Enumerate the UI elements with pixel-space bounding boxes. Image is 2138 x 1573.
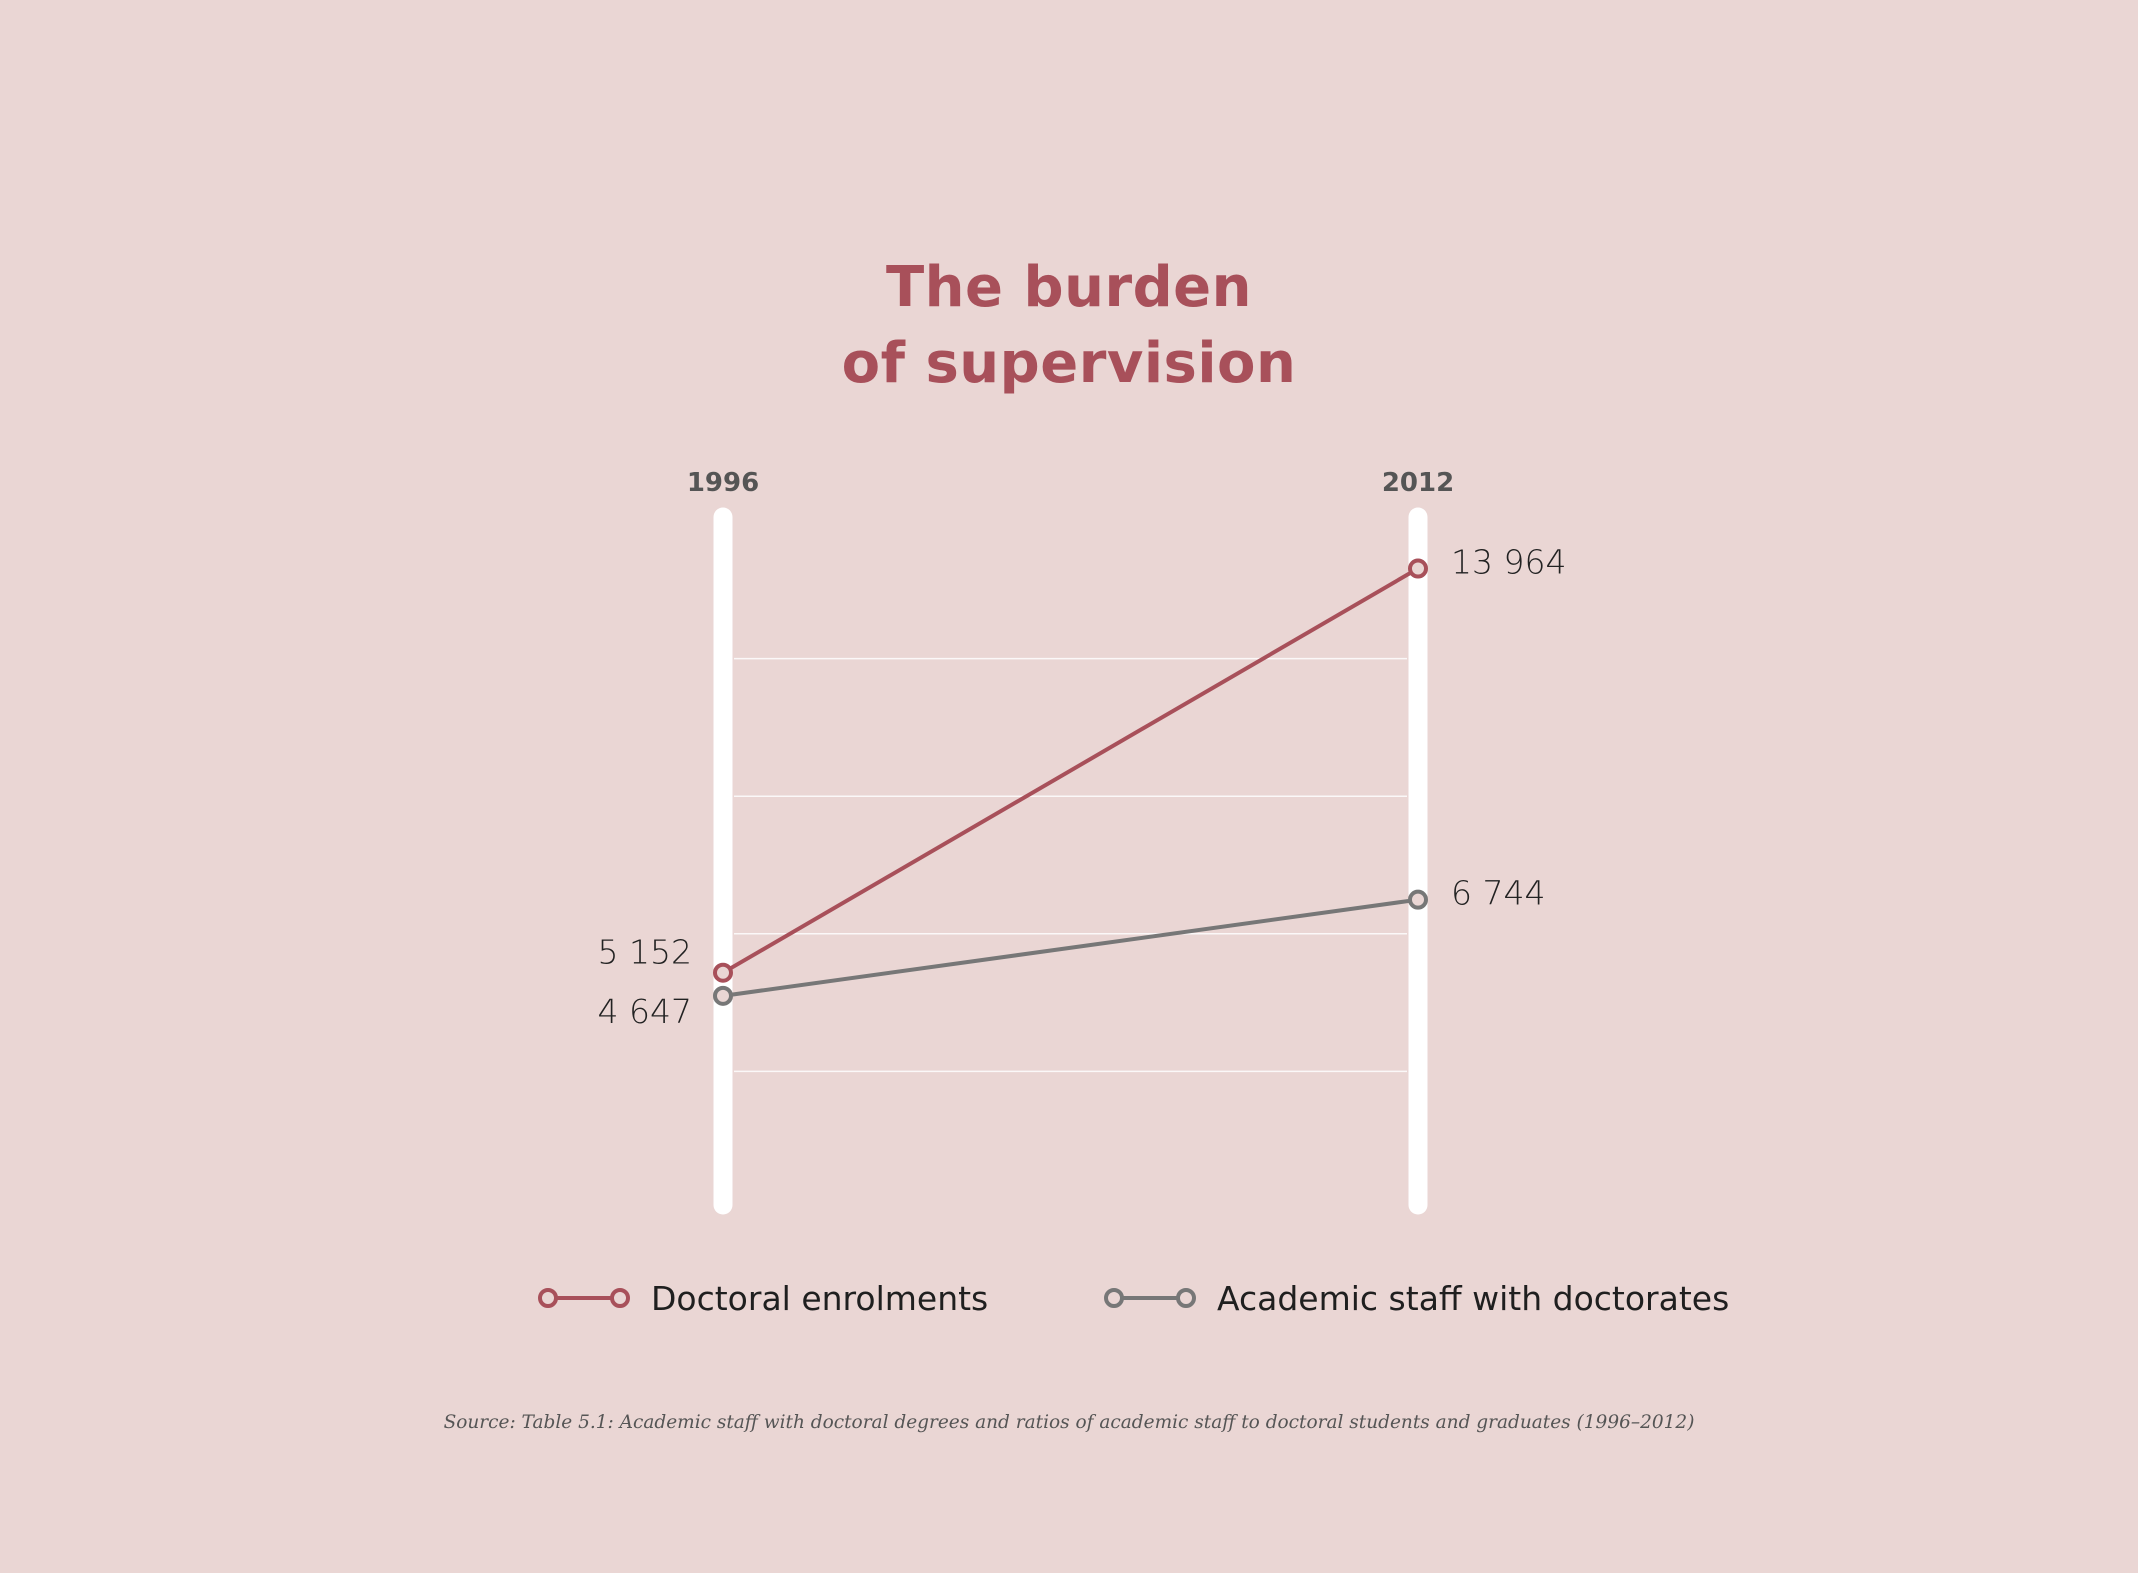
data-label: 5 152 (598, 933, 692, 972)
chart-title: The burden of supervision (0, 250, 2138, 402)
legend: Doctoral enrolments Academic staff with … (0, 1268, 2138, 1328)
legend-line-red-icon (538, 1288, 630, 1308)
data-label: 13 964 (1451, 543, 1566, 582)
legend-item-doctoral-enrolments: Doctoral enrolments (537, 1268, 988, 1328)
data-point (713, 962, 733, 983)
x-tick-label: 1996 (687, 468, 759, 498)
legend-label-doctoral-enrolments: Doctoral enrolments (651, 1278, 989, 1318)
data-point (1408, 558, 1428, 579)
source-note: Source: Table 5.1: Academic staff with d… (443, 1412, 1695, 1433)
data-point (713, 985, 733, 1006)
legend-item-academic-staff: Academic staff with doctorates (1103, 1268, 1729, 1328)
data-label: 6 744 (1451, 874, 1545, 913)
data-point (1408, 889, 1428, 910)
series-line (722, 897, 1419, 998)
chart-title-line-1: The burden (885, 255, 1253, 320)
series-line (721, 566, 1420, 975)
data-label: 4 647 (598, 992, 692, 1031)
legend-line-grey-icon (1104, 1288, 1196, 1308)
legend-label-academic-staff: Academic staff with doctorates (1217, 1278, 1730, 1318)
x-tick-label: 2012 (1382, 468, 1454, 498)
chart-title-line-2: of supervision (841, 331, 1297, 396)
